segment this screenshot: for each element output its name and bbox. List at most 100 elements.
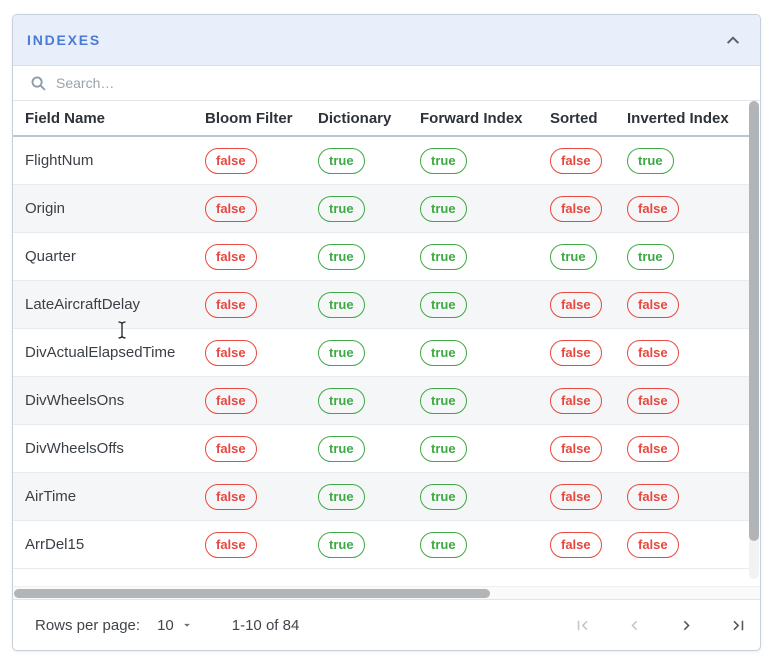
index-flag-cell: false <box>205 339 318 366</box>
false-badge: false <box>205 483 257 510</box>
rows-per-page-label: Rows per page: <box>35 616 141 634</box>
rows-per-page-select[interactable]: 10 <box>157 617 194 634</box>
first-page-icon <box>573 616 592 635</box>
rows-per-page-value: 10 <box>157 616 174 634</box>
false-badge: false <box>627 387 679 414</box>
true-badge: true <box>420 435 467 462</box>
table-body: FlightNum false true true false true Origin fal… <box>13 137 760 569</box>
panel-title: INDEXES <box>27 32 102 48</box>
false-badge: false <box>550 435 602 462</box>
field-name-cell: FlightNum <box>25 152 94 169</box>
index-flag-cell: true <box>318 531 420 558</box>
false-badge: false <box>550 531 602 558</box>
indexes-table: Field Name Bloom Filter Dictionary Forwa… <box>13 101 760 586</box>
field-name-cell: ArrDel15 <box>25 536 85 553</box>
false-badge: false <box>627 435 679 462</box>
chevron-right-icon <box>677 616 696 635</box>
true-badge: true <box>420 531 467 558</box>
index-flag-cell: false <box>205 195 318 222</box>
index-flag-cell: false <box>627 435 749 462</box>
previous-page-button[interactable] <box>625 616 643 634</box>
index-flag-cell: true <box>420 147 550 174</box>
false-badge: false <box>205 435 257 462</box>
collapse-panel-button[interactable] <box>720 27 746 53</box>
column-header-field-name[interactable]: Field Name <box>25 109 106 127</box>
false-badge: false <box>205 147 257 174</box>
index-flag-cell: true <box>318 147 420 174</box>
index-flag-cell: false <box>550 483 627 510</box>
next-page-button[interactable] <box>677 616 695 634</box>
search-bar <box>13 66 760 101</box>
false-badge: false <box>627 339 679 366</box>
index-flag-cell: false <box>205 531 318 558</box>
index-flag-cell: false <box>550 435 627 462</box>
first-page-button[interactable] <box>573 616 591 634</box>
field-name-cell: DivWheelsOns <box>25 392 125 409</box>
indexes-panel: INDEXES Field Name Bloom Filter Dictiona… <box>12 14 761 651</box>
index-flag-cell: true <box>318 435 420 462</box>
field-name-cell: Quarter <box>25 248 76 265</box>
false-badge: false <box>627 531 679 558</box>
true-badge: true <box>550 243 597 270</box>
index-flag-cell: false <box>550 147 627 174</box>
column-header-inverted-index[interactable]: Inverted Index <box>627 109 729 127</box>
true-badge: true <box>420 339 467 366</box>
pagination-controls <box>539 616 747 634</box>
true-badge: true <box>318 147 365 174</box>
true-badge: true <box>318 531 365 558</box>
last-page-icon <box>729 616 748 635</box>
index-flag-cell: true <box>420 435 550 462</box>
index-flag-cell: false <box>550 339 627 366</box>
index-flag-cell: true <box>550 243 627 270</box>
index-flag-cell: true <box>420 339 550 366</box>
false-badge: false <box>550 339 602 366</box>
column-header-dictionary[interactable]: Dictionary <box>318 109 392 127</box>
index-flag-cell: true <box>420 243 550 270</box>
field-name-cell: AirTime <box>25 488 77 505</box>
index-flag-cell: false <box>550 195 627 222</box>
search-input[interactable] <box>56 75 743 91</box>
vertical-scrollbar-thumb[interactable] <box>749 101 759 541</box>
column-header-sorted[interactable]: Sorted <box>550 109 598 127</box>
table-row: FlightNum false true true false true <box>13 137 749 185</box>
false-badge: false <box>205 195 257 222</box>
table-row: DivWheelsOns false true true false false <box>13 377 749 425</box>
search-icon <box>30 75 47 92</box>
false-badge: false <box>550 195 602 222</box>
field-name-cell: Origin <box>25 200 66 217</box>
index-flag-cell: true <box>318 483 420 510</box>
table-row: Origin false true true false false <box>13 185 749 233</box>
index-flag-cell: true <box>318 339 420 366</box>
index-flag-cell: false <box>627 195 749 222</box>
table-row: DivWheelsOffs false true true false false <box>13 425 749 473</box>
index-flag-cell: true <box>627 147 749 174</box>
column-header-forward-index[interactable]: Forward Index <box>420 109 523 127</box>
index-flag-cell: false <box>205 387 318 414</box>
false-badge: false <box>550 387 602 414</box>
index-flag-cell: false <box>205 291 318 318</box>
column-header-bloom-filter[interactable]: Bloom Filter <box>205 109 293 127</box>
table-row: ArrDel15 false true true false false <box>13 521 749 569</box>
true-badge: true <box>420 291 467 318</box>
index-flag-cell: true <box>420 531 550 558</box>
true-badge: true <box>627 147 674 174</box>
horizontal-scrollbar-thumb[interactable] <box>14 589 490 598</box>
chevron-up-icon <box>722 29 744 51</box>
true-badge: true <box>627 243 674 270</box>
horizontal-scrollbar <box>13 586 760 599</box>
false-badge: false <box>205 291 257 318</box>
index-flag-cell: false <box>627 387 749 414</box>
table-row: DivActualElapsedTime false true true false fa… <box>13 329 749 377</box>
true-badge: true <box>318 291 365 318</box>
table-row: Quarter false true true true true <box>13 233 749 281</box>
false-badge: false <box>550 291 602 318</box>
true-badge: true <box>318 435 365 462</box>
true-badge: true <box>318 339 365 366</box>
true-badge: true <box>318 243 365 270</box>
last-page-button[interactable] <box>729 616 747 634</box>
true-badge: true <box>318 195 365 222</box>
false-badge: false <box>627 291 679 318</box>
index-flag-cell: true <box>318 387 420 414</box>
index-flag-cell: true <box>627 243 749 270</box>
true-badge: true <box>420 387 467 414</box>
